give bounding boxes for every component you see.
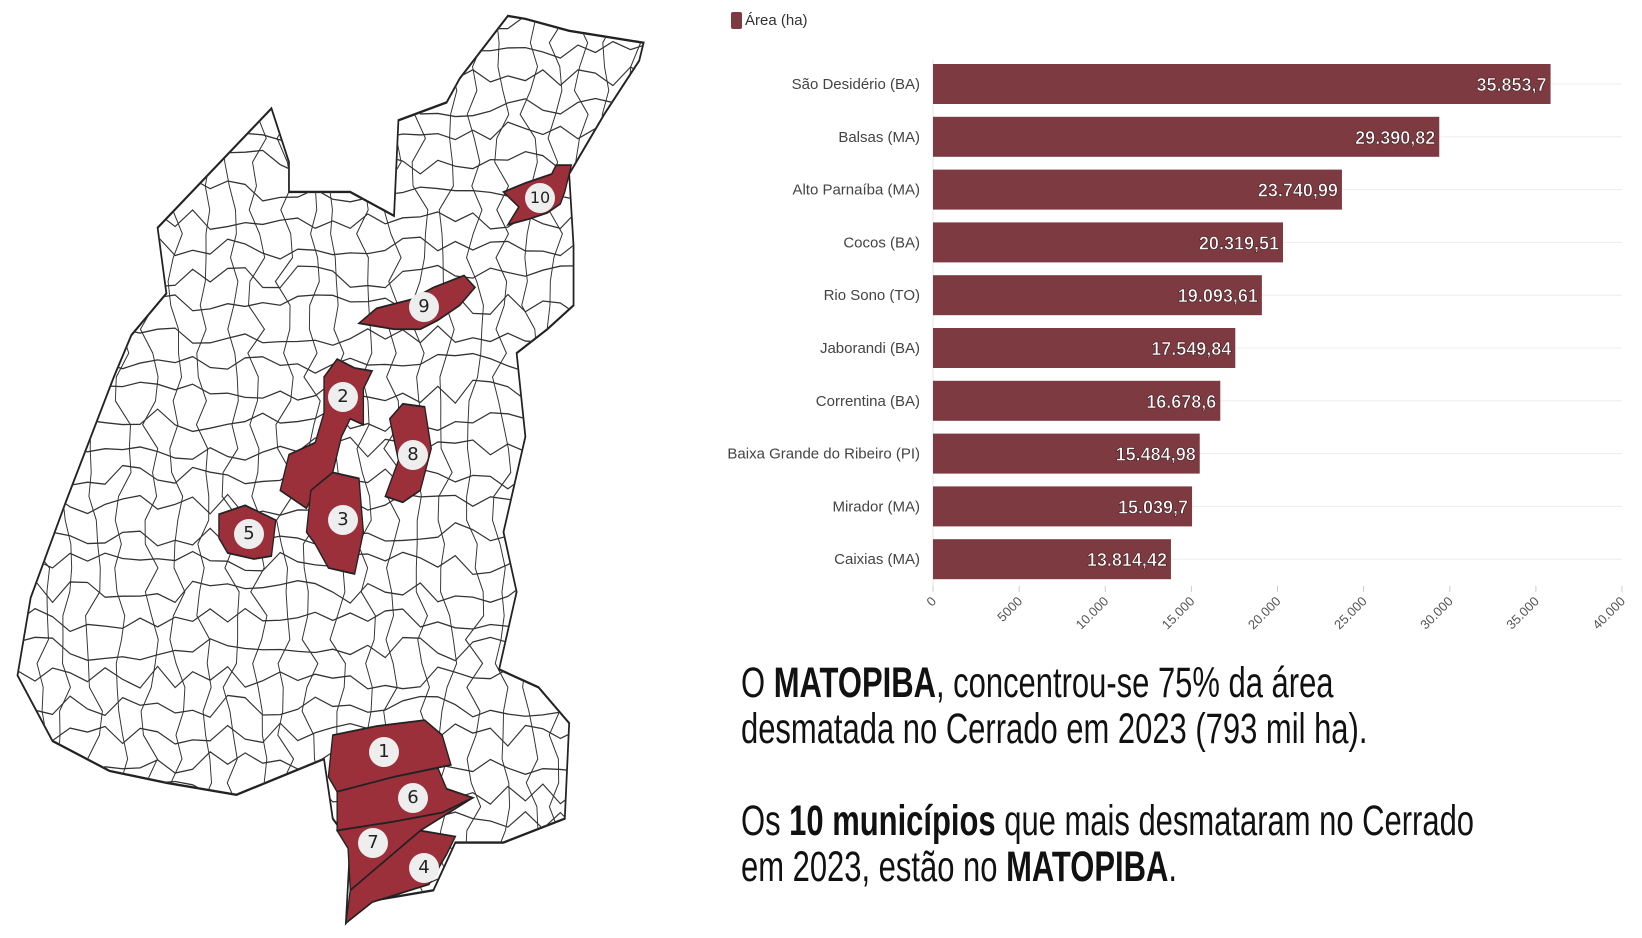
category-label: Rio Sono (TO) <box>824 287 920 304</box>
category-label: Baixa Grande do Ribeiro (PI) <box>727 446 920 463</box>
map-label-7: 7 <box>358 828 388 858</box>
map-label-3: 3 <box>328 505 358 535</box>
x-tick-label: 35.000 <box>1503 594 1542 633</box>
data-label: 17.549,84 <box>1151 339 1231 359</box>
map-label-9: 9 <box>409 292 439 322</box>
bar <box>933 380 1221 421</box>
legend-label: Área (ha) <box>745 12 808 29</box>
bar <box>933 486 1193 527</box>
bar-chart: São Desidério (BA) 35.853,7 Balsas (MA) 29.… <box>727 60 1628 633</box>
data-label: 19.093,61 <box>1178 286 1258 306</box>
data-label: 13.814,42 <box>1087 550 1167 570</box>
data-label: 16.678,6 <box>1146 392 1216 412</box>
x-tick-label: 25.000 <box>1331 594 1370 633</box>
paragraph-2: Os 10 municípios que mais desmataram no … <box>741 797 1475 891</box>
map-label-6: 6 <box>398 783 428 813</box>
category-label: Caixias (MA) <box>834 551 920 568</box>
category-label: Balsas (MA) <box>838 129 920 146</box>
data-label: 29.390,82 <box>1355 128 1435 148</box>
map-label-10: 10 <box>525 183 555 213</box>
map-label-4: 4 <box>409 853 439 883</box>
category-label: Jaborandi (BA) <box>820 340 920 357</box>
bar <box>933 539 1171 580</box>
bar <box>933 64 1551 104</box>
category-label: Cocos (BA) <box>843 234 920 251</box>
x-tick-label: 10.000 <box>1073 594 1112 633</box>
matopiba-map <box>16 14 645 926</box>
bar <box>933 328 1236 368</box>
bar <box>933 169 1342 210</box>
x-tick-label: 40.000 <box>1589 594 1628 633</box>
map-label-1: 1 <box>369 737 399 767</box>
x-tick-label: 0 <box>923 594 939 610</box>
data-label: 15.039,7 <box>1118 497 1188 517</box>
municipality-7 <box>335 796 474 892</box>
category-label: São Desidério (BA) <box>792 76 920 93</box>
map-label-8: 8 <box>398 440 428 470</box>
bar <box>933 116 1440 157</box>
map-label-2: 2 <box>328 382 358 412</box>
bar <box>933 433 1200 474</box>
bar <box>933 275 1262 316</box>
data-label: 15.484,98 <box>1116 445 1196 465</box>
paragraph-1: O MATOPIBA, concentrou-se 75% da área de… <box>741 659 1368 753</box>
map-label-5: 5 <box>234 519 264 549</box>
x-tick-label: 20.000 <box>1245 594 1284 633</box>
x-tick-label: 5000 <box>994 594 1025 625</box>
x-tick-label: 15.000 <box>1159 594 1198 633</box>
category-label: Alto Parnaíba (MA) <box>792 182 920 199</box>
data-label: 23.740,99 <box>1258 181 1338 201</box>
data-label: 35.853,7 <box>1477 75 1547 95</box>
legend-swatch <box>731 12 742 29</box>
data-label: 20.319,51 <box>1199 233 1279 253</box>
x-tick-label: 30.000 <box>1417 594 1456 633</box>
bar <box>933 222 1284 263</box>
category-label: Mirador (MA) <box>832 498 920 515</box>
category-label: Correntina (BA) <box>816 393 920 410</box>
chart-legend: Área (ha) <box>731 12 808 29</box>
